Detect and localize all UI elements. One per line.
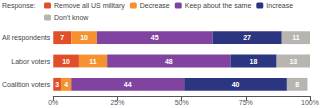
- svg-text:10: 10: [62, 58, 70, 65]
- svg-text:27: 27: [243, 34, 251, 41]
- svg-text:45: 45: [151, 34, 159, 41]
- svg-text:75%: 75%: [239, 99, 253, 106]
- svg-text:Increase: Increase: [266, 2, 293, 9]
- svg-text:10: 10: [80, 34, 88, 41]
- svg-text:Coalition voters: Coalition voters: [2, 81, 51, 88]
- svg-text:50%: 50%: [175, 99, 189, 106]
- svg-text:44: 44: [124, 81, 132, 88]
- svg-text:All respondents: All respondents: [2, 34, 51, 42]
- svg-text:25%: 25%: [110, 99, 124, 106]
- svg-text:Response:: Response:: [2, 2, 36, 10]
- svg-text:7: 7: [60, 34, 64, 41]
- svg-text:13: 13: [289, 58, 297, 65]
- svg-text:Labor voters: Labor voters: [11, 58, 50, 65]
- svg-text:0%: 0%: [48, 99, 58, 106]
- svg-text:3: 3: [55, 81, 59, 88]
- svg-text:11: 11: [292, 34, 300, 41]
- svg-text:8: 8: [295, 81, 299, 88]
- svg-text:40: 40: [232, 81, 240, 88]
- svg-text:Remove all US military: Remove all US military: [54, 2, 125, 10]
- svg-text:Keep about the same: Keep about the same: [185, 2, 252, 10]
- svg-text:Decrease: Decrease: [140, 2, 170, 9]
- svg-text:48: 48: [165, 58, 173, 65]
- svg-text:4: 4: [64, 81, 68, 88]
- svg-text:Don't know: Don't know: [54, 14, 89, 21]
- svg-text:100%: 100%: [301, 99, 319, 106]
- svg-text:11: 11: [89, 58, 97, 65]
- svg-text:18: 18: [250, 58, 258, 65]
